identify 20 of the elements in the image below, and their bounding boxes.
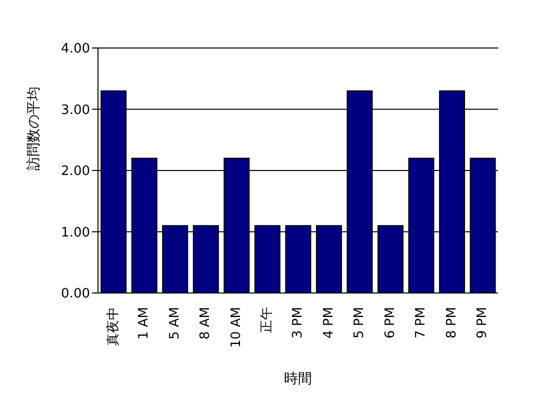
y-tick-label: 2.00	[61, 164, 90, 180]
x-tick-label: 真夜中	[104, 307, 121, 346]
y-tick-label: 3.00	[61, 102, 90, 118]
x-tick-label: 5 PM	[352, 307, 368, 338]
y-axis-title: 訪問数の平均	[26, 86, 42, 170]
x-tick-label: 5 AM	[167, 307, 182, 340]
x-tick-label: 4 PM	[321, 307, 336, 338]
x-tick-label: 9 PM	[475, 307, 490, 338]
x-tick-label: 正午	[260, 307, 275, 333]
x-tick-label: 8 AM	[198, 307, 214, 340]
x-tick-label: 7 PM	[414, 307, 429, 338]
y-tick-label: 0.00	[61, 286, 90, 302]
x-tick-label: 8 PM	[444, 307, 460, 338]
x-axis-title: 時間	[284, 371, 312, 387]
y-tick-label: 4.00	[61, 42, 90, 57]
x-tick-label: 6 PM	[382, 307, 398, 338]
x-tick-label: 1 AM	[136, 307, 152, 340]
x-tick-label: 3 PM	[290, 307, 306, 338]
y-tick-label: 1.00	[61, 225, 90, 240]
x-tick-label: 10 AM	[228, 307, 244, 348]
